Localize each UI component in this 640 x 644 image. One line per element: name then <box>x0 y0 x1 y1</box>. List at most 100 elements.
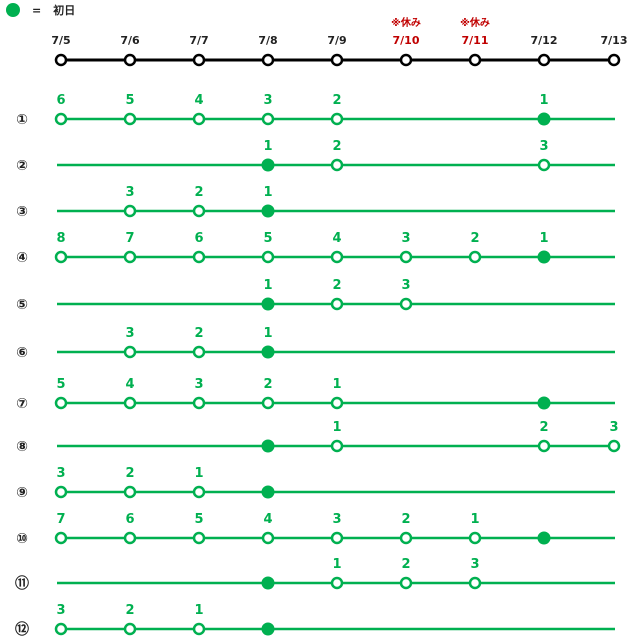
count-label: 1 <box>263 139 272 154</box>
header-date-marker <box>537 53 551 67</box>
legend-equals: = <box>32 3 42 17</box>
day-marker <box>330 112 344 126</box>
date-label: 7/5 <box>51 34 70 47</box>
row-label: ④ <box>16 250 28 266</box>
day-marker <box>330 250 344 264</box>
day-marker <box>399 250 413 264</box>
count-label: 4 <box>332 231 341 246</box>
header-date-marker <box>261 53 275 67</box>
count-label: 1 <box>263 326 272 341</box>
count-label: 6 <box>125 512 134 527</box>
count-label: 6 <box>194 231 203 246</box>
count-label: 3 <box>56 603 65 618</box>
row-label: ⑪ <box>15 575 29 592</box>
row-label: ⑨ <box>16 485 28 501</box>
day-marker <box>468 576 482 590</box>
count-label: 3 <box>194 377 203 392</box>
day-marker <box>607 439 621 453</box>
day-marker <box>399 531 413 545</box>
header-date-marker <box>192 53 206 67</box>
day-marker <box>192 345 206 359</box>
header-date-marker <box>607 53 621 67</box>
count-label: 5 <box>56 377 65 392</box>
day-marker <box>261 112 275 126</box>
first-day-marker <box>261 622 275 636</box>
day-marker <box>54 622 68 636</box>
first-day-marker <box>537 250 551 264</box>
row-label: ⑤ <box>16 297 28 313</box>
count-label: 3 <box>470 557 479 572</box>
count-label: 8 <box>56 231 65 246</box>
day-marker <box>54 250 68 264</box>
count-label: 3 <box>332 512 341 527</box>
first-day-marker <box>537 112 551 126</box>
day-marker <box>54 485 68 499</box>
count-label: 1 <box>539 93 548 108</box>
first-day-marker <box>261 204 275 218</box>
day-marker <box>192 396 206 410</box>
count-label: 2 <box>125 466 134 481</box>
date-label: 7/12 <box>531 34 558 47</box>
day-marker <box>330 531 344 545</box>
count-label: 3 <box>125 326 134 341</box>
count-label: 1 <box>332 377 341 392</box>
count-label: 2 <box>332 93 341 108</box>
count-label: 1 <box>470 512 479 527</box>
date-label: 7/8 <box>258 34 277 47</box>
count-label: 1 <box>263 278 272 293</box>
count-label: 7 <box>56 512 65 527</box>
count-label: 3 <box>56 466 65 481</box>
day-marker <box>468 250 482 264</box>
date-label: 7/7 <box>189 34 208 47</box>
day-marker <box>123 345 137 359</box>
holiday-note: ※休み <box>460 16 490 29</box>
row-label: ⑫ <box>15 621 29 638</box>
count-label: 7 <box>125 231 134 246</box>
count-label: 2 <box>332 278 341 293</box>
row-label: ③ <box>16 204 28 220</box>
date-label: 7/13 <box>601 34 628 47</box>
count-label: 4 <box>125 377 134 392</box>
day-marker <box>123 485 137 499</box>
count-label: 2 <box>401 557 410 572</box>
row-label: ⑩ <box>16 531 28 547</box>
holiday-note: ※休み <box>391 16 421 29</box>
count-label: 2 <box>470 231 479 246</box>
row-label: ⑧ <box>16 439 28 455</box>
day-marker <box>261 250 275 264</box>
count-label: 1 <box>194 466 203 481</box>
count-label: 4 <box>194 93 203 108</box>
row-label: ② <box>16 158 28 174</box>
first-day-marker <box>261 158 275 172</box>
date-label: 7/11 <box>462 34 489 47</box>
count-label: 3 <box>609 420 618 435</box>
count-label: 1 <box>194 603 203 618</box>
first-day-marker <box>537 531 551 545</box>
first-day-marker <box>261 576 275 590</box>
count-label: 5 <box>125 93 134 108</box>
count-label: 5 <box>194 512 203 527</box>
day-marker <box>123 396 137 410</box>
count-label: 2 <box>539 420 548 435</box>
count-label: 2 <box>332 139 341 154</box>
day-marker <box>330 439 344 453</box>
row-label: ① <box>16 112 28 128</box>
count-label: 2 <box>125 603 134 618</box>
first-day-marker <box>261 345 275 359</box>
day-marker <box>261 531 275 545</box>
day-marker <box>537 439 551 453</box>
day-marker <box>192 204 206 218</box>
day-marker <box>468 531 482 545</box>
day-marker <box>123 250 137 264</box>
first-day-marker <box>261 439 275 453</box>
legend: = 初日 <box>6 2 75 18</box>
day-marker <box>399 297 413 311</box>
day-marker <box>261 396 275 410</box>
day-marker <box>123 204 137 218</box>
count-label: 3 <box>539 139 548 154</box>
count-label: 3 <box>401 278 410 293</box>
first-day-marker <box>261 485 275 499</box>
count-label: 3 <box>125 185 134 200</box>
count-label: 4 <box>263 512 272 527</box>
